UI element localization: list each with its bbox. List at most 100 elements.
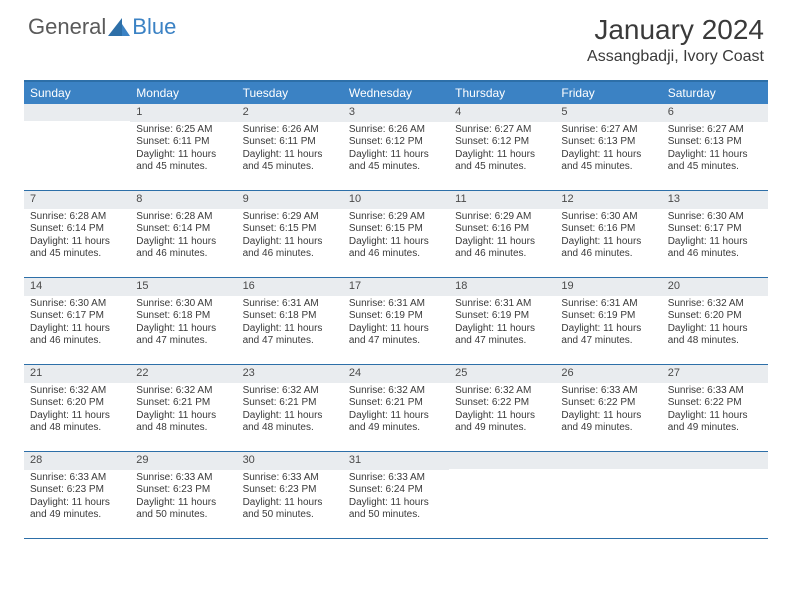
day-info-line: Daylight: 11 hours [243,410,337,423]
day-info-line: Daylight: 11 hours [668,236,762,249]
day-info-line: Sunset: 6:23 PM [136,484,230,497]
day-cell: 31Sunrise: 6:33 AMSunset: 6:24 PMDayligh… [343,452,449,538]
day-info-line: and 49 minutes. [455,422,549,435]
day-info-line: Sunrise: 6:33 AM [243,472,337,485]
day-cell: 8Sunrise: 6:28 AMSunset: 6:14 PMDaylight… [130,191,236,277]
day-body: Sunrise: 6:31 AMSunset: 6:19 PMDaylight:… [555,296,661,352]
week-row: 7Sunrise: 6:28 AMSunset: 6:14 PMDaylight… [24,191,768,278]
day-info-line: Sunset: 6:22 PM [455,397,549,410]
day-number: 10 [343,191,449,209]
day-info-line: and 46 minutes. [668,248,762,261]
day-info-line: Sunrise: 6:33 AM [349,472,443,485]
day-cell: 2Sunrise: 6:26 AMSunset: 6:11 PMDaylight… [237,104,343,190]
day-info-line: Daylight: 11 hours [349,323,443,336]
day-cell: 6 Sunrise: 6:27 AMSunset: 6:13 PMDaylight… [662,104,768,190]
day-info-line: Sunrise: 6:30 AM [136,298,230,311]
day-number: 6 [662,104,768,122]
day-info-line: and 45 minutes. [455,161,549,174]
day-info-line: Sunrise: 6:30 AM [668,211,762,224]
day-info-line: Sunset: 6:12 PM [349,136,443,149]
day-number: 19 [555,278,661,296]
day-info-line: Sunrise: 6:29 AM [349,211,443,224]
day-number: 11 [449,191,555,209]
day-body: Sunrise: 6:30 AMSunset: 6:17 PMDaylight:… [662,209,768,265]
day-body: Sunrise: 6:28 AMSunset: 6:14 PMDaylight:… [24,209,130,265]
day-info-line: Sunset: 6:15 PM [243,223,337,236]
day-info-line: Sunrise: 6:27 AM [668,124,762,137]
day-info-line: Sunset: 6:13 PM [668,136,762,149]
day-number: 28 [24,452,130,470]
day-info-line: and 45 minutes. [243,161,337,174]
day-info-line: Sunset: 6:20 PM [668,310,762,323]
day-info-line: and 49 minutes. [30,509,124,522]
day-number: 9 [237,191,343,209]
day-cell [662,452,768,538]
day-header-thursday: Thursday [449,82,555,104]
day-cell: 16Sunrise: 6:31 AMSunset: 6:18 PMDayligh… [237,278,343,364]
day-info-line: and 48 minutes. [668,335,762,348]
day-info-line: Daylight: 11 hours [136,410,230,423]
day-cell: 14Sunrise: 6:30 AMSunset: 6:17 PMDayligh… [24,278,130,364]
day-body: Sunrise: 6:32 AMSunset: 6:22 PMDaylight:… [449,383,555,439]
day-number [24,104,130,121]
day-info-line: and 47 minutes. [349,335,443,348]
weeks-container: 1Sunrise: 6:25 AMSunset: 6:11 PMDaylight… [24,104,768,539]
day-info-line: Sunrise: 6:32 AM [243,385,337,398]
day-info-line: Daylight: 11 hours [561,236,655,249]
day-info-line: Daylight: 11 hours [349,149,443,162]
day-info-line: Daylight: 11 hours [561,149,655,162]
day-info-line: and 50 minutes. [136,509,230,522]
day-info-line: Sunset: 6:20 PM [30,397,124,410]
day-cell: 20Sunrise: 6:32 AMSunset: 6:20 PMDayligh… [662,278,768,364]
day-number: 13 [662,191,768,209]
day-info-line: Daylight: 11 hours [136,149,230,162]
day-info-line: Sunrise: 6:33 AM [561,385,655,398]
day-body [24,121,130,181]
day-info-line: Sunrise: 6:26 AM [349,124,443,137]
day-cell: 26Sunrise: 6:33 AMSunset: 6:22 PMDayligh… [555,365,661,451]
day-info-line: Sunrise: 6:30 AM [561,211,655,224]
day-info-line: Sunrise: 6:28 AM [30,211,124,224]
day-cell: 19Sunrise: 6:31 AMSunset: 6:19 PMDayligh… [555,278,661,364]
day-body: Sunrise: 6:30 AMSunset: 6:16 PMDaylight:… [555,209,661,265]
day-body: Sunrise: 6:31 AMSunset: 6:19 PMDaylight:… [343,296,449,352]
day-info-line: Sunset: 6:21 PM [136,397,230,410]
week-row: 1Sunrise: 6:25 AMSunset: 6:11 PMDaylight… [24,104,768,191]
day-info-line: Sunset: 6:22 PM [668,397,762,410]
day-body: Sunrise: 6:31 AMSunset: 6:18 PMDaylight:… [237,296,343,352]
brand-text-general: General [28,14,106,40]
day-info-line: Sunset: 6:18 PM [243,310,337,323]
day-info-line: Sunset: 6:21 PM [349,397,443,410]
day-cell: 5Sunrise: 6:27 AMSunset: 6:13 PMDaylight… [555,104,661,190]
day-info-line: and 49 minutes. [668,422,762,435]
day-body: Sunrise: 6:32 AMSunset: 6:20 PMDaylight:… [662,296,768,352]
day-info-line: Sunset: 6:18 PM [136,310,230,323]
day-body: Sunrise: 6:30 AMSunset: 6:17 PMDaylight:… [24,296,130,352]
day-number: 3 [343,104,449,122]
day-info-line: Daylight: 11 hours [455,323,549,336]
day-info-line: Sunset: 6:19 PM [455,310,549,323]
day-info-line: Sunset: 6:11 PM [243,136,337,149]
day-info-line: Daylight: 11 hours [136,236,230,249]
day-number: 17 [343,278,449,296]
day-number: 18 [449,278,555,296]
day-cell: 1Sunrise: 6:25 AMSunset: 6:11 PMDaylight… [130,104,236,190]
day-info-line: Sunset: 6:11 PM [136,136,230,149]
day-cell: 12Sunrise: 6:30 AMSunset: 6:16 PMDayligh… [555,191,661,277]
day-info-line: Sunrise: 6:33 AM [668,385,762,398]
day-info-line: and 46 minutes. [349,248,443,261]
day-cell: 28Sunrise: 6:33 AMSunset: 6:23 PMDayligh… [24,452,130,538]
day-number: 7 [24,191,130,209]
day-info-line: Sunrise: 6:30 AM [30,298,124,311]
day-cell: 21Sunrise: 6:32 AMSunset: 6:20 PMDayligh… [24,365,130,451]
day-number: 31 [343,452,449,470]
day-header-monday: Monday [130,82,236,104]
day-body: Sunrise: 6:33 AMSunset: 6:23 PMDaylight:… [24,470,130,526]
day-info-line: and 46 minutes. [136,248,230,261]
day-info-line: Daylight: 11 hours [668,149,762,162]
day-info-line: and 46 minutes. [243,248,337,261]
day-info-line: Daylight: 11 hours [243,149,337,162]
day-info-line: Daylight: 11 hours [349,236,443,249]
day-number: 14 [24,278,130,296]
day-info-line: Sunrise: 6:33 AM [136,472,230,485]
